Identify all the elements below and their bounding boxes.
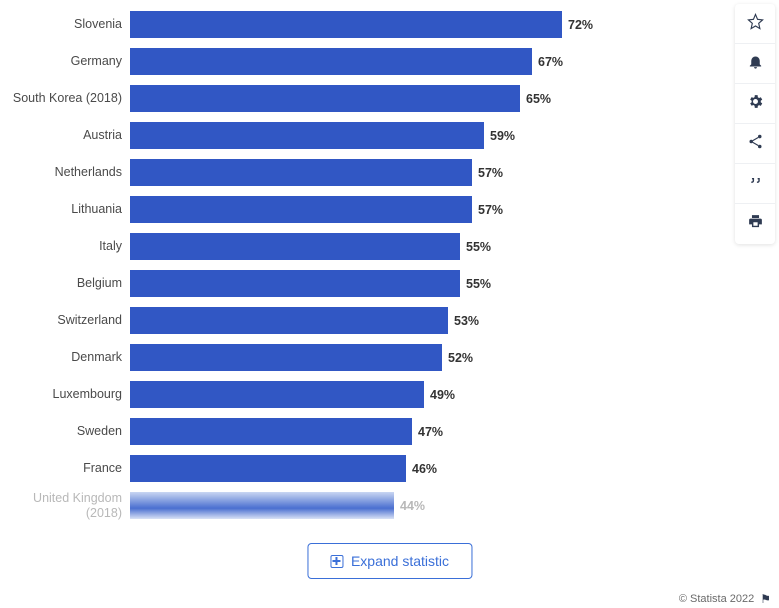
footer: © Statista 2022 ⚑ xyxy=(679,592,771,606)
category-label: Austria xyxy=(0,128,130,142)
bar-track: 47% xyxy=(130,418,730,445)
chart-row: Italy55% xyxy=(0,228,730,265)
share-button[interactable] xyxy=(735,124,775,164)
category-label: South Korea (2018) xyxy=(0,91,130,105)
bar-value-label: 57% xyxy=(478,203,503,217)
bar: 53% xyxy=(130,307,448,334)
bar-value-label: 65% xyxy=(526,92,551,106)
chart-row: South Korea (2018)65% xyxy=(0,80,730,117)
chart-row: Slovenia72% xyxy=(0,6,730,43)
bar-value-label: 47% xyxy=(418,425,443,439)
bar: 57% xyxy=(130,159,472,186)
bar: 47% xyxy=(130,418,412,445)
bar: 57% xyxy=(130,196,472,223)
bar-track: 49% xyxy=(130,381,730,408)
category-label: Switzerland xyxy=(0,313,130,327)
bar: 46% xyxy=(130,455,406,482)
bar-track: 57% xyxy=(130,196,730,223)
bar-value-label: 49% xyxy=(430,388,455,402)
bar-value-label: 46% xyxy=(412,462,437,476)
bar: 44% xyxy=(130,492,394,519)
category-label: Denmark xyxy=(0,350,130,364)
chart-row: United Kingdom (2018)44% xyxy=(0,487,730,524)
alert-button[interactable] xyxy=(735,44,775,84)
bar-track: 65% xyxy=(130,85,730,112)
expand-icon xyxy=(330,555,343,568)
chart-row: Lithuania57% xyxy=(0,191,730,228)
chart-row: France46% xyxy=(0,450,730,487)
chart-row: Germany67% xyxy=(0,43,730,80)
bar: 59% xyxy=(130,122,484,149)
bar-track: 55% xyxy=(130,270,730,297)
bar-value-label: 53% xyxy=(454,314,479,328)
report-flag-icon[interactable]: ⚑ xyxy=(760,592,771,606)
chart-row: Austria59% xyxy=(0,117,730,154)
print-icon xyxy=(747,213,764,235)
bar: 55% xyxy=(130,270,460,297)
expand-button-label: Expand statistic xyxy=(351,553,449,569)
favorite-icon xyxy=(747,13,764,35)
bar-value-label: 52% xyxy=(448,351,473,365)
chart-row: Belgium55% xyxy=(0,265,730,302)
category-label: United Kingdom (2018) xyxy=(0,491,130,520)
bar: 55% xyxy=(130,233,460,260)
bar-track: 59% xyxy=(130,122,730,149)
bar-value-label: 67% xyxy=(538,55,563,69)
favorite-button[interactable] xyxy=(735,4,775,44)
bar-value-label: 55% xyxy=(466,240,491,254)
bar: 67% xyxy=(130,48,532,75)
bar-chart: Slovenia72%Germany67%South Korea (2018)6… xyxy=(0,6,730,546)
bar-track: 44% xyxy=(130,492,730,519)
settings-icon xyxy=(747,93,764,115)
category-label: Germany xyxy=(0,54,130,68)
alert-icon xyxy=(747,53,764,75)
bar: 65% xyxy=(130,85,520,112)
bar: 52% xyxy=(130,344,442,371)
bar-track: 72% xyxy=(130,11,730,38)
side-toolbar xyxy=(735,4,775,244)
category-label: Netherlands xyxy=(0,165,130,179)
bar-track: 46% xyxy=(130,455,730,482)
category-label: Lithuania xyxy=(0,202,130,216)
citation-icon xyxy=(747,173,764,195)
category-label: Slovenia xyxy=(0,17,130,31)
bar: 49% xyxy=(130,381,424,408)
bar-track: 57% xyxy=(130,159,730,186)
settings-button[interactable] xyxy=(735,84,775,124)
bar-value-label: 59% xyxy=(490,129,515,143)
bar-track: 53% xyxy=(130,307,730,334)
citation-button[interactable] xyxy=(735,164,775,204)
category-label: Belgium xyxy=(0,276,130,290)
category-label: France xyxy=(0,461,130,475)
chart-row: Denmark52% xyxy=(0,339,730,376)
bar-value-label: 44% xyxy=(400,499,425,513)
bar-value-label: 72% xyxy=(568,18,593,32)
category-label: Sweden xyxy=(0,424,130,438)
chart-row: Luxembourg49% xyxy=(0,376,730,413)
bar: 72% xyxy=(130,11,562,38)
chart-row: Sweden47% xyxy=(0,413,730,450)
chart-row: Netherlands57% xyxy=(0,154,730,191)
bar-value-label: 57% xyxy=(478,166,503,180)
expand-statistic-button[interactable]: Expand statistic xyxy=(307,543,472,579)
share-icon xyxy=(747,133,764,155)
bar-value-label: 55% xyxy=(466,277,491,291)
bar-track: 52% xyxy=(130,344,730,371)
copyright-text: © Statista 2022 xyxy=(679,593,754,605)
bar-track: 55% xyxy=(130,233,730,260)
chart-row: Switzerland53% xyxy=(0,302,730,339)
category-label: Luxembourg xyxy=(0,387,130,401)
print-button[interactable] xyxy=(735,204,775,244)
category-label: Italy xyxy=(0,239,130,253)
bar-track: 67% xyxy=(130,48,730,75)
